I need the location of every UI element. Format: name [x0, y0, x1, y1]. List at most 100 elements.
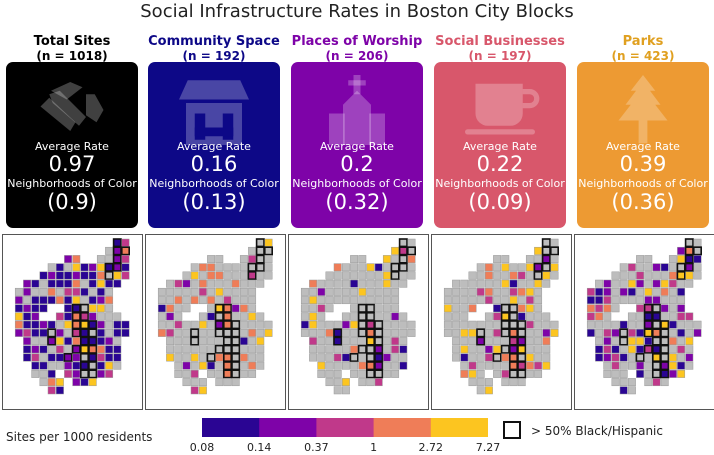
- map-block: [182, 369, 191, 378]
- map-block: [121, 263, 130, 272]
- map-block: [660, 271, 669, 280]
- map-block: [660, 296, 669, 305]
- panel-header: Total Sites (n = 1018): [6, 35, 138, 64]
- map-block: [509, 369, 519, 379]
- map-block: [300, 304, 309, 313]
- map-block: [460, 361, 469, 370]
- map-block: [399, 337, 408, 346]
- map-block: [652, 320, 662, 330]
- map-block: [207, 255, 216, 264]
- map-block: [493, 287, 502, 296]
- map-block: [174, 337, 183, 346]
- map-block: [96, 361, 105, 370]
- map-block: [325, 304, 334, 313]
- map-block: [31, 337, 40, 346]
- map-block: [603, 353, 612, 362]
- map-block: [493, 345, 502, 354]
- map-block: [484, 287, 493, 296]
- map-block: [300, 287, 309, 296]
- map-block: [476, 271, 485, 280]
- map-block: [611, 271, 620, 280]
- map-block: [166, 279, 175, 288]
- map-block: [357, 320, 367, 330]
- map-block: [684, 254, 694, 264]
- map-block: [534, 255, 543, 264]
- map-block: [248, 369, 257, 378]
- map-block: [541, 262, 551, 272]
- map-block: [96, 263, 105, 272]
- map-block: [80, 287, 89, 296]
- legend-tick-label: 0.14: [246, 441, 272, 454]
- map-block: [215, 353, 224, 362]
- map-block: [80, 361, 90, 371]
- map-block: [39, 328, 48, 337]
- map-block: [350, 287, 359, 296]
- map-block: [374, 344, 384, 354]
- map-block: [517, 369, 527, 379]
- map-block: [652, 344, 662, 354]
- map-block: [23, 345, 32, 354]
- map-block: [264, 263, 273, 272]
- map-block: [676, 262, 686, 272]
- map-block: [112, 246, 122, 256]
- map-block: [333, 328, 343, 338]
- map-block: [677, 353, 686, 362]
- map-block: [113, 271, 122, 280]
- map-block: [198, 287, 207, 296]
- map-block: [96, 353, 105, 362]
- map-block: [484, 279, 493, 288]
- map-block: [113, 361, 122, 370]
- map-block: [534, 304, 543, 313]
- map-block: [468, 328, 477, 337]
- map-block: [595, 312, 604, 321]
- map-block: [407, 271, 416, 280]
- map-block: [550, 263, 559, 272]
- map-block: [104, 270, 114, 280]
- map-block: [644, 296, 653, 305]
- map-block: [223, 361, 233, 371]
- map-block: [88, 344, 98, 354]
- map-block: [174, 369, 183, 378]
- map-block: [611, 378, 620, 387]
- map-block: [468, 337, 477, 346]
- map-block: [493, 296, 502, 305]
- neighborhoods-of-color-value: (0.9): [47, 190, 97, 214]
- map-block: [644, 255, 653, 264]
- map-block: [660, 369, 670, 379]
- map-block: [357, 328, 367, 338]
- map-block: [174, 328, 183, 337]
- map-block: [256, 279, 265, 288]
- average-rate-value: 0.39: [619, 152, 667, 176]
- map-block: [350, 337, 359, 346]
- legend-black-hispanic-swatch: [503, 421, 521, 439]
- map-block: [325, 378, 334, 387]
- map-block: [264, 320, 273, 329]
- map-block: [525, 279, 534, 288]
- map-block: [71, 303, 81, 313]
- legend-color-segment: [430, 418, 488, 437]
- map-block: [534, 337, 543, 346]
- map-block: [121, 328, 130, 337]
- map-block: [72, 255, 81, 264]
- map-block: [239, 304, 248, 313]
- map-block: [113, 353, 122, 362]
- panel-title: Community Space: [148, 34, 280, 49]
- map-block: [350, 271, 359, 280]
- map-block: [317, 312, 326, 321]
- map-block: [586, 328, 595, 337]
- map-block: [652, 296, 661, 305]
- map-block: [391, 345, 400, 354]
- map-block: [96, 320, 105, 329]
- map-block: [542, 328, 551, 337]
- map-block: [350, 345, 359, 354]
- map-block: [660, 279, 669, 288]
- map-block: [80, 344, 90, 354]
- panel-header: Parks (n = 423): [577, 35, 709, 64]
- map-block: [476, 361, 485, 370]
- map-block: [443, 320, 452, 329]
- map-block: [644, 361, 653, 370]
- map-block: [452, 296, 461, 305]
- map-block: [80, 263, 89, 272]
- map-block: [96, 271, 105, 280]
- map-block: [112, 254, 122, 264]
